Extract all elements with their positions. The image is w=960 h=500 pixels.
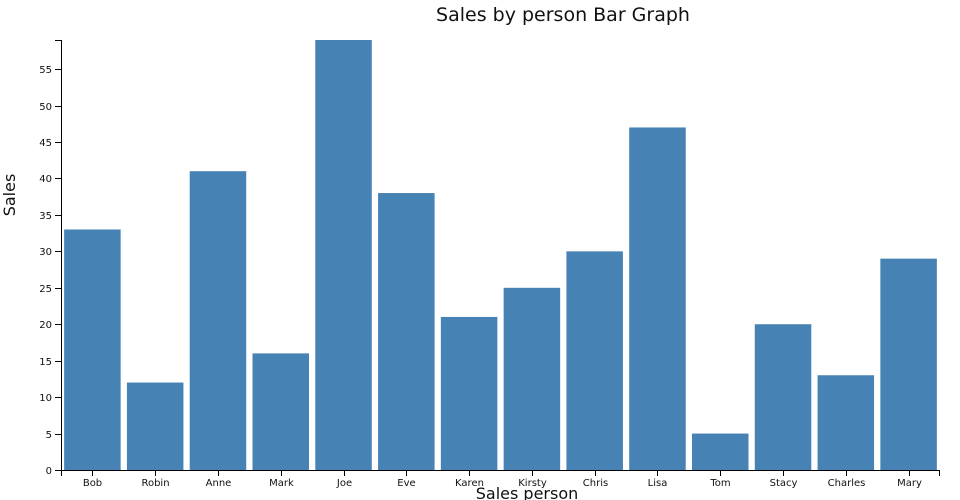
bar-robin	[126, 382, 184, 470]
x-tick-label: Anne	[206, 478, 232, 489]
x-tick-label: Kirsty	[518, 478, 547, 489]
x-tick-label: Mary	[897, 478, 922, 489]
y-tick-label: 25	[39, 284, 52, 295]
bar-stacy	[754, 324, 812, 470]
y-tick-label: 40	[39, 174, 52, 185]
y-tick-label: 45	[39, 138, 52, 149]
bar-karen	[440, 316, 498, 470]
bar-joe	[315, 40, 372, 470]
bar-mary	[880, 258, 937, 470]
y-tick-label: 10	[39, 393, 52, 404]
x-tick-label: Eve	[397, 478, 415, 489]
bar-lisa	[629, 127, 686, 471]
bar-tom	[692, 433, 749, 470]
x-tick-label: Tom	[709, 478, 730, 489]
bar-kirsty	[503, 287, 561, 470]
x-axis: Bob Robin Anne Mark Joe Eve Karen Kirsty Chris Li…	[61, 470, 940, 489]
x-tick-label: Robin	[141, 478, 169, 489]
bar-chris	[566, 251, 623, 470]
bars	[64, 40, 937, 471]
bar-charles	[817, 375, 875, 470]
bar-eve	[378, 193, 435, 471]
x-tick-label: Stacy	[770, 478, 798, 489]
x-tick-label: Chris	[583, 478, 608, 489]
y-tick-label: 30	[39, 247, 52, 258]
y-tick-label: 0	[46, 466, 52, 477]
y-tick-label: 35	[39, 211, 52, 222]
x-tick-label: Karen	[455, 478, 484, 489]
y-axis-label: Sales	[0, 174, 19, 217]
x-tick-label: Charles	[828, 478, 866, 489]
y-tick-label: 20	[39, 320, 52, 331]
bar-anne	[189, 171, 247, 470]
x-tick-label: Mark	[269, 478, 294, 489]
bar-bob	[64, 229, 121, 470]
y-axis: 0 5 10 15 20 25 30 35 40 45 50 55	[39, 40, 62, 477]
chart-title: Sales by person Bar Graph	[436, 4, 690, 26]
y-tick-label: 5	[46, 430, 52, 441]
x-tick-label: Joe	[336, 478, 352, 489]
bar-mark	[252, 353, 310, 470]
x-tick-label: Bob	[83, 478, 102, 489]
y-tick-label: 50	[39, 102, 52, 113]
y-tick-label: 15	[39, 357, 52, 368]
x-tick-label: Lisa	[648, 478, 668, 489]
x-axis-label: Sales person	[476, 484, 579, 500]
y-tick-label: 55	[39, 65, 52, 76]
